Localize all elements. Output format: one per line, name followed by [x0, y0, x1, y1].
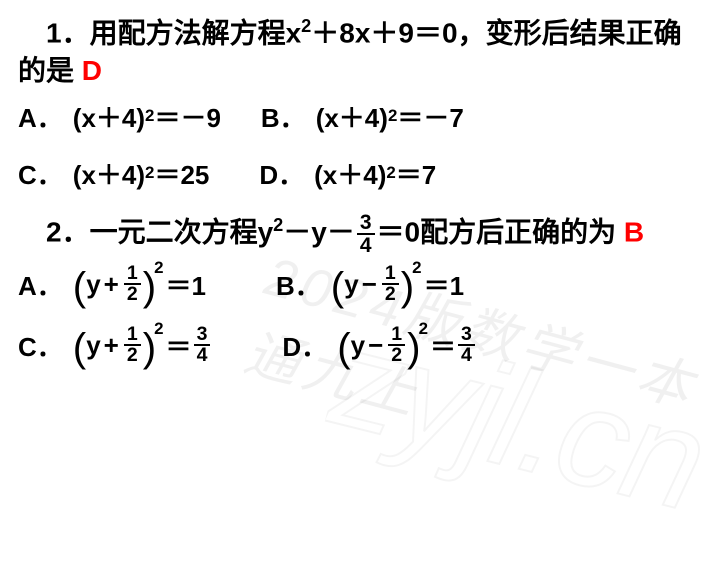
opt-label: B． [276, 266, 321, 303]
frac-den: 2 [388, 346, 405, 366]
frac-den: 4 [357, 235, 375, 256]
var: y [86, 330, 100, 361]
opt-label: C． [18, 327, 63, 364]
opt-frac: 12 [124, 325, 141, 366]
q2-option-a: A． ( y + 12 ) 2 ＝1 [18, 264, 206, 305]
opt-expr-post: ＝－9 [154, 98, 220, 135]
eq: ＝ [430, 327, 456, 364]
q2-stem: 2．一元二次方程y2－y－34＝0配方后正确的为 B [18, 212, 702, 256]
q1-option-b: B． (x＋4)2＝－7 [261, 98, 464, 135]
paren-expr: ( y − 12 ) 2 [331, 264, 424, 305]
q1-text-pre: 1．用配方法解方程x [18, 17, 301, 48]
q2-text-mid1: －y－ [283, 216, 355, 247]
frac-den: 2 [382, 285, 399, 305]
q2-option-b: B． ( y − 12 ) 2 ＝1 [276, 264, 464, 305]
q1-stem: 1．用配方法解方程x2＋8x＋9＝0，变形后结果正确的是 D [18, 14, 702, 90]
q2-options-row1: A． ( y + 12 ) 2 ＝1 B． ( y − 12 ) 2 ＝1 [18, 264, 702, 305]
opt-exp: 2 [145, 163, 154, 183]
opt-label: C． [18, 155, 63, 192]
q2-options-row2: C． ( y + 12 ) 2 ＝ 34 D． ( y − 12 ) 2 ＝ 3… [18, 325, 702, 366]
opt-expr-post: ＝7 [396, 155, 436, 192]
frac-den: 4 [194, 346, 211, 366]
lparen-icon: ( [73, 273, 86, 301]
opt-exp: 2 [388, 106, 397, 126]
opt-exp: 2 [412, 258, 421, 278]
watermark-site: zyjl.cn [313, 275, 720, 585]
opt-label: A． [18, 266, 63, 303]
opt-exp: 2 [386, 163, 395, 183]
q1-option-a: A． (x＋4)2＝－9 [18, 98, 221, 135]
frac-den: 2 [124, 285, 141, 305]
opt-frac: 12 [124, 264, 141, 305]
opt-exp: 2 [154, 258, 163, 278]
q1-options-row1: A． (x＋4)2＝－9 B． (x＋4)2＝－7 [18, 98, 702, 135]
lparen-icon: ( [337, 334, 350, 362]
opt-expr-pre: (x＋4) [316, 98, 388, 135]
paren-expr: ( y − 12 ) 2 [337, 325, 430, 366]
q2-option-c: C． ( y + 12 ) 2 ＝ 34 [18, 325, 212, 366]
opt-exp: 2 [154, 319, 163, 339]
opt-label: B． [261, 98, 306, 135]
rhs-frac: 34 [458, 325, 475, 366]
sign: − [362, 269, 377, 300]
rhs: ＝1 [166, 266, 206, 303]
opt-label: A． [18, 98, 63, 135]
q2-option-d: D． ( y − 12 ) 2 ＝ 34 [282, 325, 476, 366]
frac-den: 2 [124, 346, 141, 366]
opt-exp: 2 [419, 319, 428, 339]
q2-text-mid2: ＝0配方后正确的为 [377, 216, 624, 247]
rhs: ＝1 [424, 266, 464, 303]
q1-options-row2: C． (x＋4)2＝25 D． (x＋4)2＝7 [18, 155, 702, 192]
frac-num: 3 [194, 325, 211, 347]
opt-frac: 12 [382, 264, 399, 305]
var: y [344, 269, 358, 300]
q2-answer: B [624, 216, 644, 247]
q2-frac: 34 [357, 212, 375, 256]
frac-num: 3 [458, 325, 475, 347]
opt-expr-post: ＝25 [154, 155, 209, 192]
paren-expr: ( y + 12 ) 2 [73, 264, 166, 305]
opt-expr-pre: (x＋4) [314, 155, 386, 192]
q2-exp: 2 [273, 215, 283, 235]
opt-exp: 2 [145, 106, 154, 126]
opt-label: D． [259, 155, 304, 192]
lparen-icon: ( [331, 273, 344, 301]
opt-expr-pre: (x＋4) [73, 98, 145, 135]
opt-label: D． [282, 327, 327, 364]
sign: + [104, 269, 119, 300]
frac-num: 3 [357, 212, 375, 235]
var: y [351, 330, 365, 361]
lparen-icon: ( [73, 334, 86, 362]
frac-num: 1 [124, 264, 141, 286]
q1-answer: D [82, 55, 102, 86]
frac-den: 4 [458, 346, 475, 366]
rhs-frac: 34 [194, 325, 211, 366]
q1-option-c: C． (x＋4)2＝25 [18, 155, 209, 192]
frac-num: 1 [382, 264, 399, 286]
q1-exp: 2 [301, 16, 311, 36]
paren-expr: ( y + 12 ) 2 [73, 325, 166, 366]
opt-expr-post: ＝－7 [397, 98, 463, 135]
q1-option-d: D． (x＋4)2＝7 [259, 155, 436, 192]
frac-num: 1 [388, 325, 405, 347]
sign: − [368, 330, 383, 361]
q2-text-pre: 2．一元二次方程y [18, 216, 273, 247]
opt-frac: 12 [388, 325, 405, 366]
opt-expr-pre: (x＋4) [73, 155, 145, 192]
frac-num: 1 [124, 325, 141, 347]
var: y [86, 269, 100, 300]
sign: + [104, 330, 119, 361]
eq: ＝ [166, 327, 192, 364]
